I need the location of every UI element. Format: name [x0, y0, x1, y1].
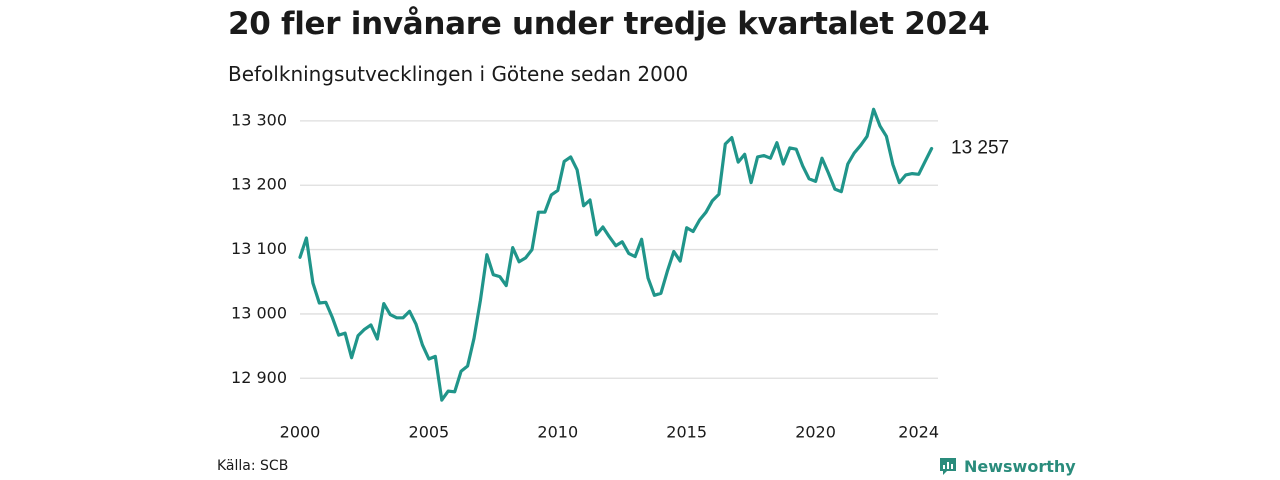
end-value-label: 13 257: [951, 138, 1009, 159]
y-axis-ticks: 12 900 13 000 13 100 13 200 13 300: [231, 110, 287, 386]
x-axis-ticks: 2000 2005 2010 2015 2020 2024: [280, 423, 939, 442]
series-layer: [298, 107, 934, 402]
x-tick-label: 2000: [280, 423, 321, 442]
chart-subtitle: Befolkningsutvecklingen i Götene sedan 2…: [228, 62, 689, 86]
bar-chart-badge-icon: [940, 458, 956, 475]
x-tick-label: 2015: [666, 423, 707, 442]
brand-name: Newsworthy: [964, 456, 1076, 476]
y-tick-label: 13 000: [231, 303, 287, 322]
x-tick-label: 2020: [795, 423, 836, 442]
source-note: Källa: SCB: [217, 458, 289, 474]
y-tick-label: 13 300: [231, 110, 287, 129]
y-tick-label: 12 900: [231, 368, 287, 387]
x-tick-label: 2005: [409, 423, 450, 442]
gridlines: [300, 120, 938, 379]
brand-logo: Newsworthy: [938, 456, 1076, 476]
x-tick-label: 2010: [537, 423, 578, 442]
chart-title: 20 fler invånare under tredje kvartalet …: [228, 6, 990, 42]
x-tick-label: 2024: [898, 423, 939, 442]
y-tick-label: 13 200: [231, 175, 287, 194]
series-line: [298, 107, 934, 402]
y-tick-label: 13 100: [231, 239, 287, 258]
